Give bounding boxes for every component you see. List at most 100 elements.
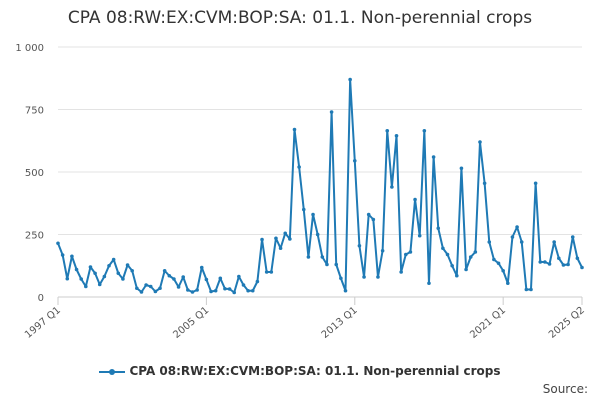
- data-point[interactable]: [162, 268, 167, 273]
- data-point[interactable]: [130, 268, 134, 273]
- data-point[interactable]: [190, 290, 195, 294]
- data-point[interactable]: [158, 286, 162, 291]
- data-point[interactable]: [570, 235, 575, 239]
- data-point[interactable]: [325, 262, 329, 267]
- data-point[interactable]: [274, 236, 278, 241]
- data-point[interactable]: [492, 257, 496, 262]
- data-point[interactable]: [496, 261, 501, 266]
- data-point[interactable]: [529, 287, 533, 292]
- data-point[interactable]: [60, 253, 65, 257]
- data-point[interactable]: [371, 217, 376, 222]
- data-point[interactable]: [422, 128, 427, 133]
- data-point[interactable]: [260, 237, 264, 242]
- data-point[interactable]: [547, 262, 552, 266]
- data-point[interactable]: [510, 235, 515, 239]
- data-point[interactable]: [199, 265, 204, 270]
- data-point[interactable]: [269, 270, 274, 274]
- data-point[interactable]: [246, 288, 250, 293]
- data-point[interactable]: [450, 263, 454, 268]
- data-point[interactable]: [70, 254, 74, 259]
- data-point[interactable]: [399, 270, 403, 274]
- data-point[interactable]: [74, 267, 79, 272]
- data-point[interactable]: [566, 262, 570, 267]
- data-point[interactable]: [278, 246, 283, 251]
- legend[interactable]: CPA 08:RW:EX:CVM:BOP:SA: 01.1. Non-peren…: [0, 364, 600, 378]
- data-point[interactable]: [116, 271, 121, 276]
- data-point[interactable]: [334, 262, 339, 267]
- data-point[interactable]: [352, 158, 357, 163]
- data-point[interactable]: [111, 257, 116, 262]
- data-point[interactable]: [408, 250, 413, 254]
- data-point[interactable]: [320, 255, 325, 259]
- data-point[interactable]: [223, 286, 227, 291]
- data-point[interactable]: [431, 155, 436, 159]
- data-point[interactable]: [561, 263, 566, 267]
- data-point[interactable]: [538, 260, 543, 264]
- data-point[interactable]: [93, 271, 97, 276]
- data-point[interactable]: [301, 207, 306, 212]
- data-point[interactable]: [329, 110, 334, 114]
- data-point[interactable]: [283, 231, 288, 236]
- data-point[interactable]: [455, 273, 459, 278]
- data-point[interactable]: [580, 265, 584, 270]
- data-point[interactable]: [473, 250, 478, 254]
- data-point[interactable]: [506, 281, 510, 286]
- data-point[interactable]: [436, 226, 441, 231]
- data-point[interactable]: [125, 263, 130, 267]
- data-point[interactable]: [366, 212, 371, 217]
- data-point[interactable]: [250, 288, 255, 293]
- data-point[interactable]: [515, 225, 519, 229]
- data-point[interactable]: [501, 268, 505, 273]
- data-point[interactable]: [264, 270, 269, 274]
- data-point[interactable]: [362, 275, 366, 279]
- data-point[interactable]: [107, 263, 111, 268]
- data-point[interactable]: [557, 256, 561, 261]
- data-point[interactable]: [292, 127, 297, 132]
- data-point[interactable]: [255, 279, 260, 284]
- series-line[interactable]: [57, 78, 583, 294]
- data-point[interactable]: [232, 290, 237, 295]
- data-point[interactable]: [121, 277, 125, 281]
- data-point[interactable]: [427, 281, 431, 286]
- data-point[interactable]: [288, 237, 292, 241]
- data-point[interactable]: [97, 282, 102, 287]
- data-point[interactable]: [482, 181, 487, 186]
- data-point[interactable]: [237, 274, 241, 279]
- data-point[interactable]: [213, 288, 218, 293]
- source-label[interactable]: Source:: [542, 382, 588, 396]
- data-point[interactable]: [343, 288, 348, 293]
- data-point[interactable]: [552, 240, 556, 244]
- data-point[interactable]: [144, 283, 148, 287]
- data-point[interactable]: [297, 165, 301, 169]
- data-point[interactable]: [417, 233, 422, 238]
- data-point[interactable]: [376, 275, 380, 279]
- data-point[interactable]: [348, 77, 352, 82]
- data-point[interactable]: [380, 248, 385, 253]
- data-point[interactable]: [172, 277, 176, 281]
- data-point[interactable]: [524, 287, 529, 292]
- data-point[interactable]: [153, 289, 158, 294]
- data-point[interactable]: [135, 286, 139, 291]
- data-point[interactable]: [65, 276, 70, 281]
- data-point[interactable]: [56, 241, 60, 246]
- data-point[interactable]: [311, 212, 315, 217]
- data-point[interactable]: [88, 265, 93, 269]
- data-point[interactable]: [306, 255, 311, 259]
- data-point[interactable]: [148, 284, 153, 289]
- data-point[interactable]: [204, 277, 209, 282]
- data-point[interactable]: [186, 288, 190, 292]
- data-point[interactable]: [394, 133, 399, 138]
- data-point[interactable]: [390, 185, 394, 189]
- data-point[interactable]: [241, 283, 246, 287]
- data-point[interactable]: [227, 287, 232, 291]
- data-point[interactable]: [487, 240, 492, 244]
- data-point[interactable]: [209, 289, 213, 294]
- data-point[interactable]: [445, 252, 450, 257]
- data-point[interactable]: [468, 255, 473, 259]
- data-point[interactable]: [102, 274, 107, 279]
- data-point[interactable]: [315, 232, 320, 237]
- data-point[interactable]: [84, 284, 88, 289]
- data-point[interactable]: [176, 285, 181, 289]
- data-point[interactable]: [519, 240, 524, 244]
- data-point[interactable]: [403, 252, 408, 257]
